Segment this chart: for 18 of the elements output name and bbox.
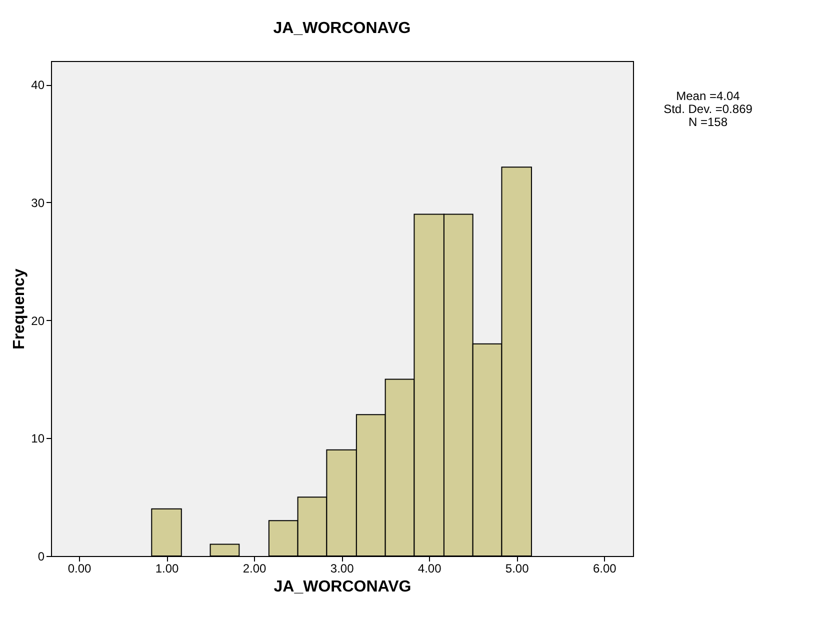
x-tick-label: 6.00 xyxy=(592,562,617,576)
y-tick-label: 10 xyxy=(31,432,45,446)
y-axis-title: Frequency xyxy=(11,268,28,350)
x-tick-label: 2.00 xyxy=(242,562,267,576)
x-axis-title: JA_WORCONAVG xyxy=(274,578,412,596)
y-tick-label: 20 xyxy=(31,314,45,328)
x-tick-label: 3.00 xyxy=(330,562,354,576)
text: Mean =4.04 xyxy=(676,89,740,103)
y-tick-label: 0 xyxy=(38,550,45,564)
y-tick-label: 40 xyxy=(31,78,45,92)
x-tick-label: 0.00 xyxy=(68,562,92,576)
text: N =158 xyxy=(688,115,728,129)
y-tick-label: 30 xyxy=(31,196,45,210)
x-tick-label: 5.00 xyxy=(505,562,530,576)
x-tick-label: 1.00 xyxy=(155,562,180,576)
x-tick-label: 4.00 xyxy=(418,562,442,576)
chart-title: JA_WORCONAVG xyxy=(273,20,411,37)
text: Std. Dev. =0.869 xyxy=(664,102,753,116)
